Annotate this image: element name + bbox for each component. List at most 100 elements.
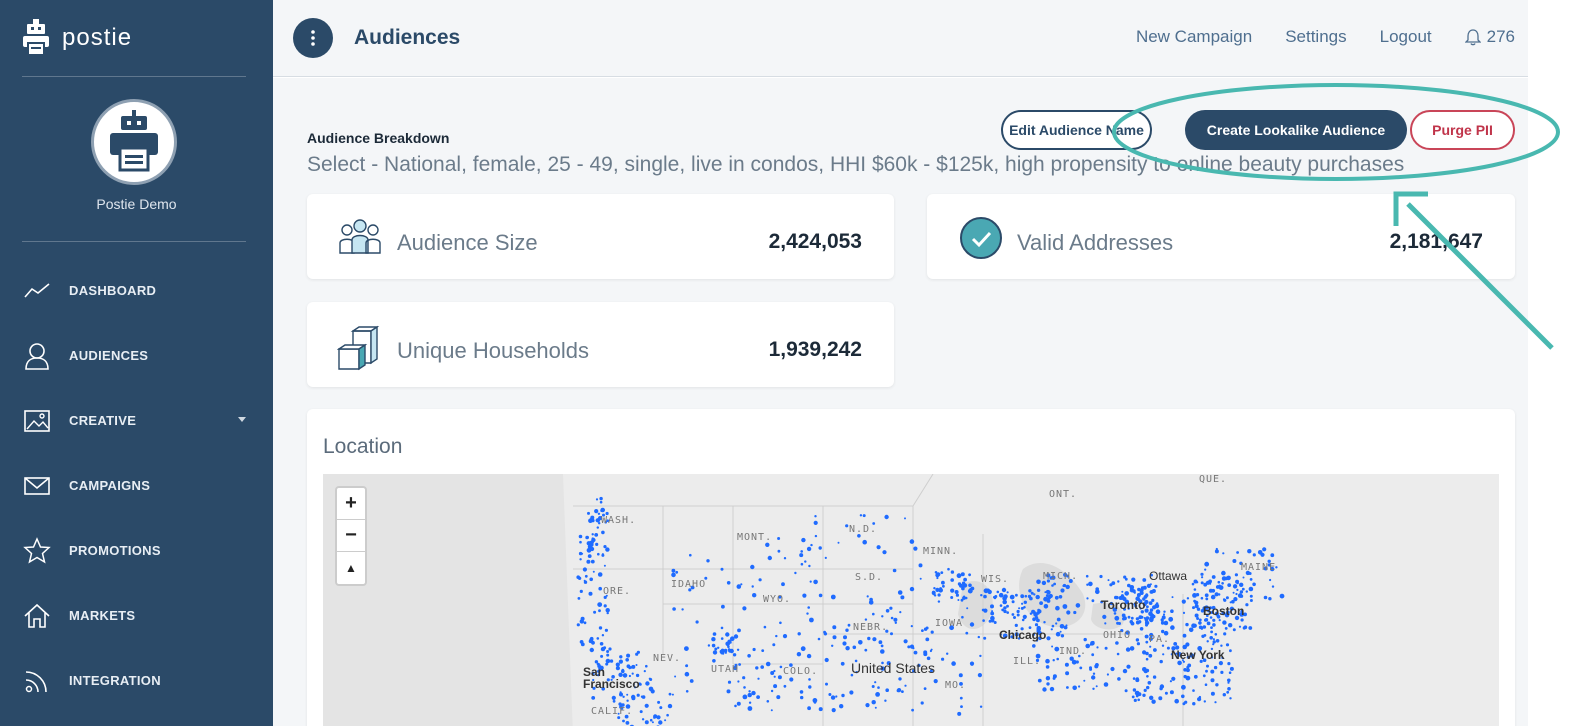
- density-dot: [1152, 675, 1157, 679]
- zoom-in-button[interactable]: +: [337, 488, 365, 520]
- map-label: N.D.: [849, 524, 878, 535]
- density-dot: [1023, 600, 1027, 604]
- density-dot: [959, 696, 963, 700]
- density-dot: [1006, 591, 1009, 594]
- home-icon: [22, 601, 52, 631]
- density-dot: [1205, 669, 1208, 673]
- density-dot: [751, 585, 754, 588]
- zoom-out-button[interactable]: −: [337, 520, 365, 552]
- density-dot: [1122, 668, 1128, 674]
- density-dot: [600, 646, 606, 652]
- vertical-dots-icon: [311, 30, 315, 46]
- density-dot: [621, 669, 625, 673]
- density-dot: [897, 590, 903, 595]
- density-dot: [649, 718, 653, 722]
- stat-label: Valid Addresses: [1017, 230, 1174, 255]
- density-dot: [1149, 617, 1154, 623]
- density-dot: [1182, 611, 1186, 614]
- density-dot: [604, 520, 607, 524]
- density-dot: [615, 662, 620, 667]
- density-dot: [1085, 574, 1089, 578]
- location-map[interactable]: WASH. MONT. N.D. MINN. ONT. QUE. IDAHO O…: [323, 474, 1499, 726]
- density-dot: [936, 572, 941, 577]
- more-menu-button[interactable]: [293, 18, 333, 58]
- density-dot: [1199, 659, 1203, 663]
- density-dot: [1086, 597, 1089, 600]
- density-dot: [977, 673, 983, 678]
- settings-link[interactable]: Settings: [1285, 27, 1347, 46]
- density-dot: [965, 631, 969, 635]
- density-dot: [626, 653, 631, 658]
- density-dot: [748, 690, 751, 693]
- density-dot: [1138, 615, 1143, 620]
- sidebar-item-creative[interactable]: CREATIVE: [0, 388, 273, 453]
- logout-link[interactable]: Logout: [1379, 27, 1432, 46]
- density-dot: [597, 572, 603, 577]
- density-dot: [1003, 609, 1007, 614]
- density-dot: [1102, 614, 1107, 619]
- density-dot: [606, 653, 610, 657]
- density-dot: [979, 705, 983, 708]
- density-dot: [890, 616, 894, 620]
- density-dot: [813, 520, 818, 525]
- density-dot: [773, 684, 778, 689]
- density-dot: [1045, 658, 1050, 664]
- density-dot: [1163, 630, 1169, 636]
- density-dot: [1158, 696, 1163, 701]
- density-dot: [1144, 608, 1149, 613]
- density-dot: [1060, 634, 1065, 638]
- density-dot: [606, 650, 610, 653]
- density-dot: [598, 626, 603, 630]
- map-label: OHIO: [1103, 630, 1132, 641]
- reset-bearing-button[interactable]: ▲: [345, 561, 357, 575]
- density-dot: [841, 693, 845, 698]
- density-dot: [625, 721, 630, 725]
- density-dot: [725, 632, 730, 637]
- density-dot: [1123, 607, 1126, 611]
- purge-pii-button[interactable]: Purge PII: [1410, 110, 1515, 150]
- density-dot: [714, 647, 718, 651]
- new-campaign-link[interactable]: New Campaign: [1135, 27, 1253, 46]
- density-dot: [761, 649, 765, 652]
- density-dot: [617, 716, 621, 720]
- sidebar-item-audiences[interactable]: AUDIENCES: [0, 323, 273, 388]
- density-dot: [1068, 579, 1073, 583]
- sidebar-item-dashboard[interactable]: DASHBOARD: [0, 258, 273, 323]
- density-dot: [1032, 644, 1036, 648]
- density-dot: [956, 573, 962, 579]
- density-dot: [1142, 667, 1147, 672]
- sidebar-item-campaigns[interactable]: CAMPAIGNS: [0, 453, 273, 518]
- sidebar-item-integration[interactable]: INTEGRATION: [0, 648, 273, 713]
- density-dot: [765, 661, 771, 667]
- density-dot: [588, 639, 593, 644]
- brand-logo[interactable]: postie: [22, 18, 132, 58]
- density-dot: [1002, 633, 1008, 639]
- density-dot: [577, 576, 582, 580]
- density-dot: [760, 665, 764, 669]
- edit-audience-name-button[interactable]: Edit Audience Name: [1001, 110, 1152, 150]
- density-dot: [862, 539, 867, 545]
- density-dot: [1227, 662, 1231, 666]
- density-dot: [1263, 595, 1268, 600]
- density-dot: [578, 534, 583, 539]
- density-dot: [625, 658, 629, 662]
- density-dot: [1194, 604, 1199, 609]
- notifications-button[interactable]: 276: [1464, 27, 1515, 47]
- density-dot: [674, 675, 677, 678]
- density-dot: [712, 650, 718, 655]
- sidebar-item-markets[interactable]: MARKETS: [0, 583, 273, 648]
- density-dot: [810, 543, 813, 547]
- density-dot: [909, 539, 915, 544]
- density-dot: [937, 593, 941, 597]
- density-dot: [772, 643, 776, 647]
- density-dot: [897, 688, 902, 693]
- sidebar-item-promotions[interactable]: PROMOTIONS: [0, 518, 273, 583]
- density-dot: [1148, 601, 1153, 605]
- density-dot: [1248, 586, 1254, 592]
- breakdown-label: Audience Breakdown: [307, 130, 450, 146]
- density-dot: [1205, 580, 1210, 585]
- create-lookalike-audience-button[interactable]: Create Lookalike Audience: [1185, 110, 1407, 150]
- density-dot: [1054, 595, 1059, 600]
- avatar[interactable]: [91, 99, 177, 185]
- chevron-down-icon[interactable]: [238, 417, 246, 422]
